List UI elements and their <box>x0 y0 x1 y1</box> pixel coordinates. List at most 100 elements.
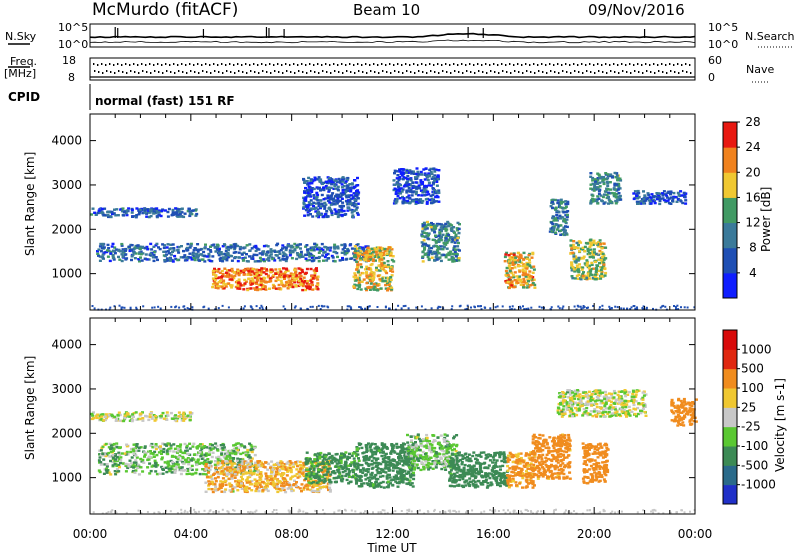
echo-cell <box>203 445 207 448</box>
echo-cell <box>314 479 318 482</box>
echo-cell <box>176 417 180 420</box>
echo-cell <box>148 211 152 214</box>
echo-cell <box>457 256 461 260</box>
ground-scatter-cell <box>675 307 677 310</box>
echo-cell <box>564 203 568 206</box>
echo-cell <box>319 482 323 486</box>
echo-cell <box>349 243 353 246</box>
echo-cell <box>353 252 357 256</box>
echo-cell <box>225 461 229 465</box>
echo-cell <box>241 473 245 476</box>
echo-cell <box>350 247 354 250</box>
echo-cell <box>454 233 458 236</box>
ground-scatter-cell <box>676 304 679 307</box>
echo-cell <box>255 479 259 483</box>
echo-cell <box>564 214 568 217</box>
echo-cell <box>230 259 234 262</box>
echo-cell <box>598 181 602 184</box>
echo-cell <box>109 450 113 453</box>
echo-cell <box>302 281 306 284</box>
echo-cell <box>141 470 145 473</box>
echo-cell <box>318 255 321 259</box>
echo-cell <box>124 249 127 252</box>
ground-scatter-cell <box>465 307 468 310</box>
echo-cell <box>324 197 328 200</box>
echo-cell <box>522 277 526 281</box>
nave-mark <box>146 71 148 73</box>
echo-cell <box>603 274 607 277</box>
echo-cell <box>293 242 297 246</box>
echo-cell <box>326 252 330 256</box>
echo-cell <box>298 256 302 259</box>
echo-cell <box>349 202 353 206</box>
ground-scatter-cell <box>415 306 418 309</box>
echo-cell <box>415 187 419 190</box>
echo-cell <box>300 268 304 272</box>
ground-scatter-cell <box>430 307 433 310</box>
echo-cell <box>435 224 439 227</box>
ground-scatter-cell <box>582 305 585 307</box>
echo-cell <box>298 271 302 275</box>
echo-cell <box>106 243 110 247</box>
echo-cell <box>222 287 226 290</box>
echo-cell <box>242 288 246 291</box>
echo-cell <box>255 279 259 282</box>
echo-cell <box>586 272 590 275</box>
echo-cell <box>329 208 333 211</box>
echo-cell <box>238 458 242 461</box>
echo-cell <box>232 447 236 451</box>
echo-cell <box>106 214 110 217</box>
echo-cell <box>654 195 658 198</box>
echo-cell <box>267 274 270 277</box>
echo-cell <box>430 251 434 255</box>
echo-cell <box>672 191 676 195</box>
echo-cell <box>531 252 535 256</box>
echo-cell <box>302 199 306 202</box>
echo-cell <box>364 255 368 259</box>
echo-cell <box>522 271 525 274</box>
echo-cell <box>597 197 601 200</box>
echo-cell <box>285 257 289 261</box>
echo-cell <box>649 202 653 205</box>
echo-cell <box>206 458 210 461</box>
echo-cell <box>530 283 534 286</box>
freq-mark <box>345 64 347 66</box>
echo-cell <box>251 267 255 271</box>
echo-cell <box>200 447 204 451</box>
echo-cell <box>350 208 354 212</box>
echo-cell <box>260 253 264 256</box>
echo-cell <box>353 185 357 189</box>
echo-cell <box>441 245 445 248</box>
freq-mark <box>197 63 199 65</box>
echo-cell <box>227 254 231 257</box>
ground-scatter-cell <box>525 307 528 310</box>
echo-cell <box>249 469 253 472</box>
echo-cell <box>437 234 441 237</box>
echo-cell <box>369 255 373 259</box>
echo-cell <box>108 259 112 263</box>
echo-cell <box>432 250 436 254</box>
echo-cell <box>437 169 441 172</box>
cpid-mode: normal (fast) 151 RF <box>95 94 235 108</box>
echo-cell <box>408 202 412 205</box>
echo-cell <box>132 469 135 473</box>
echo-cell <box>356 184 360 187</box>
echo-cell <box>419 189 423 192</box>
freq-mark <box>277 63 279 65</box>
echo-cell <box>416 175 420 178</box>
echo-cell <box>435 258 439 261</box>
echo-cell <box>171 260 175 263</box>
echo-cell <box>293 271 297 274</box>
ground-scatter-cell <box>620 307 623 310</box>
echo-cell <box>259 471 263 474</box>
echo-cell <box>255 253 259 257</box>
echo-cell <box>198 450 202 454</box>
echo-cell <box>171 213 175 216</box>
echo-cell <box>122 214 126 217</box>
echo-cell <box>371 251 375 254</box>
nave-mark <box>194 71 196 73</box>
echo-cell <box>275 473 279 476</box>
echo-cell <box>380 277 384 280</box>
echo-cell <box>183 442 187 446</box>
echo-cell <box>316 278 320 281</box>
